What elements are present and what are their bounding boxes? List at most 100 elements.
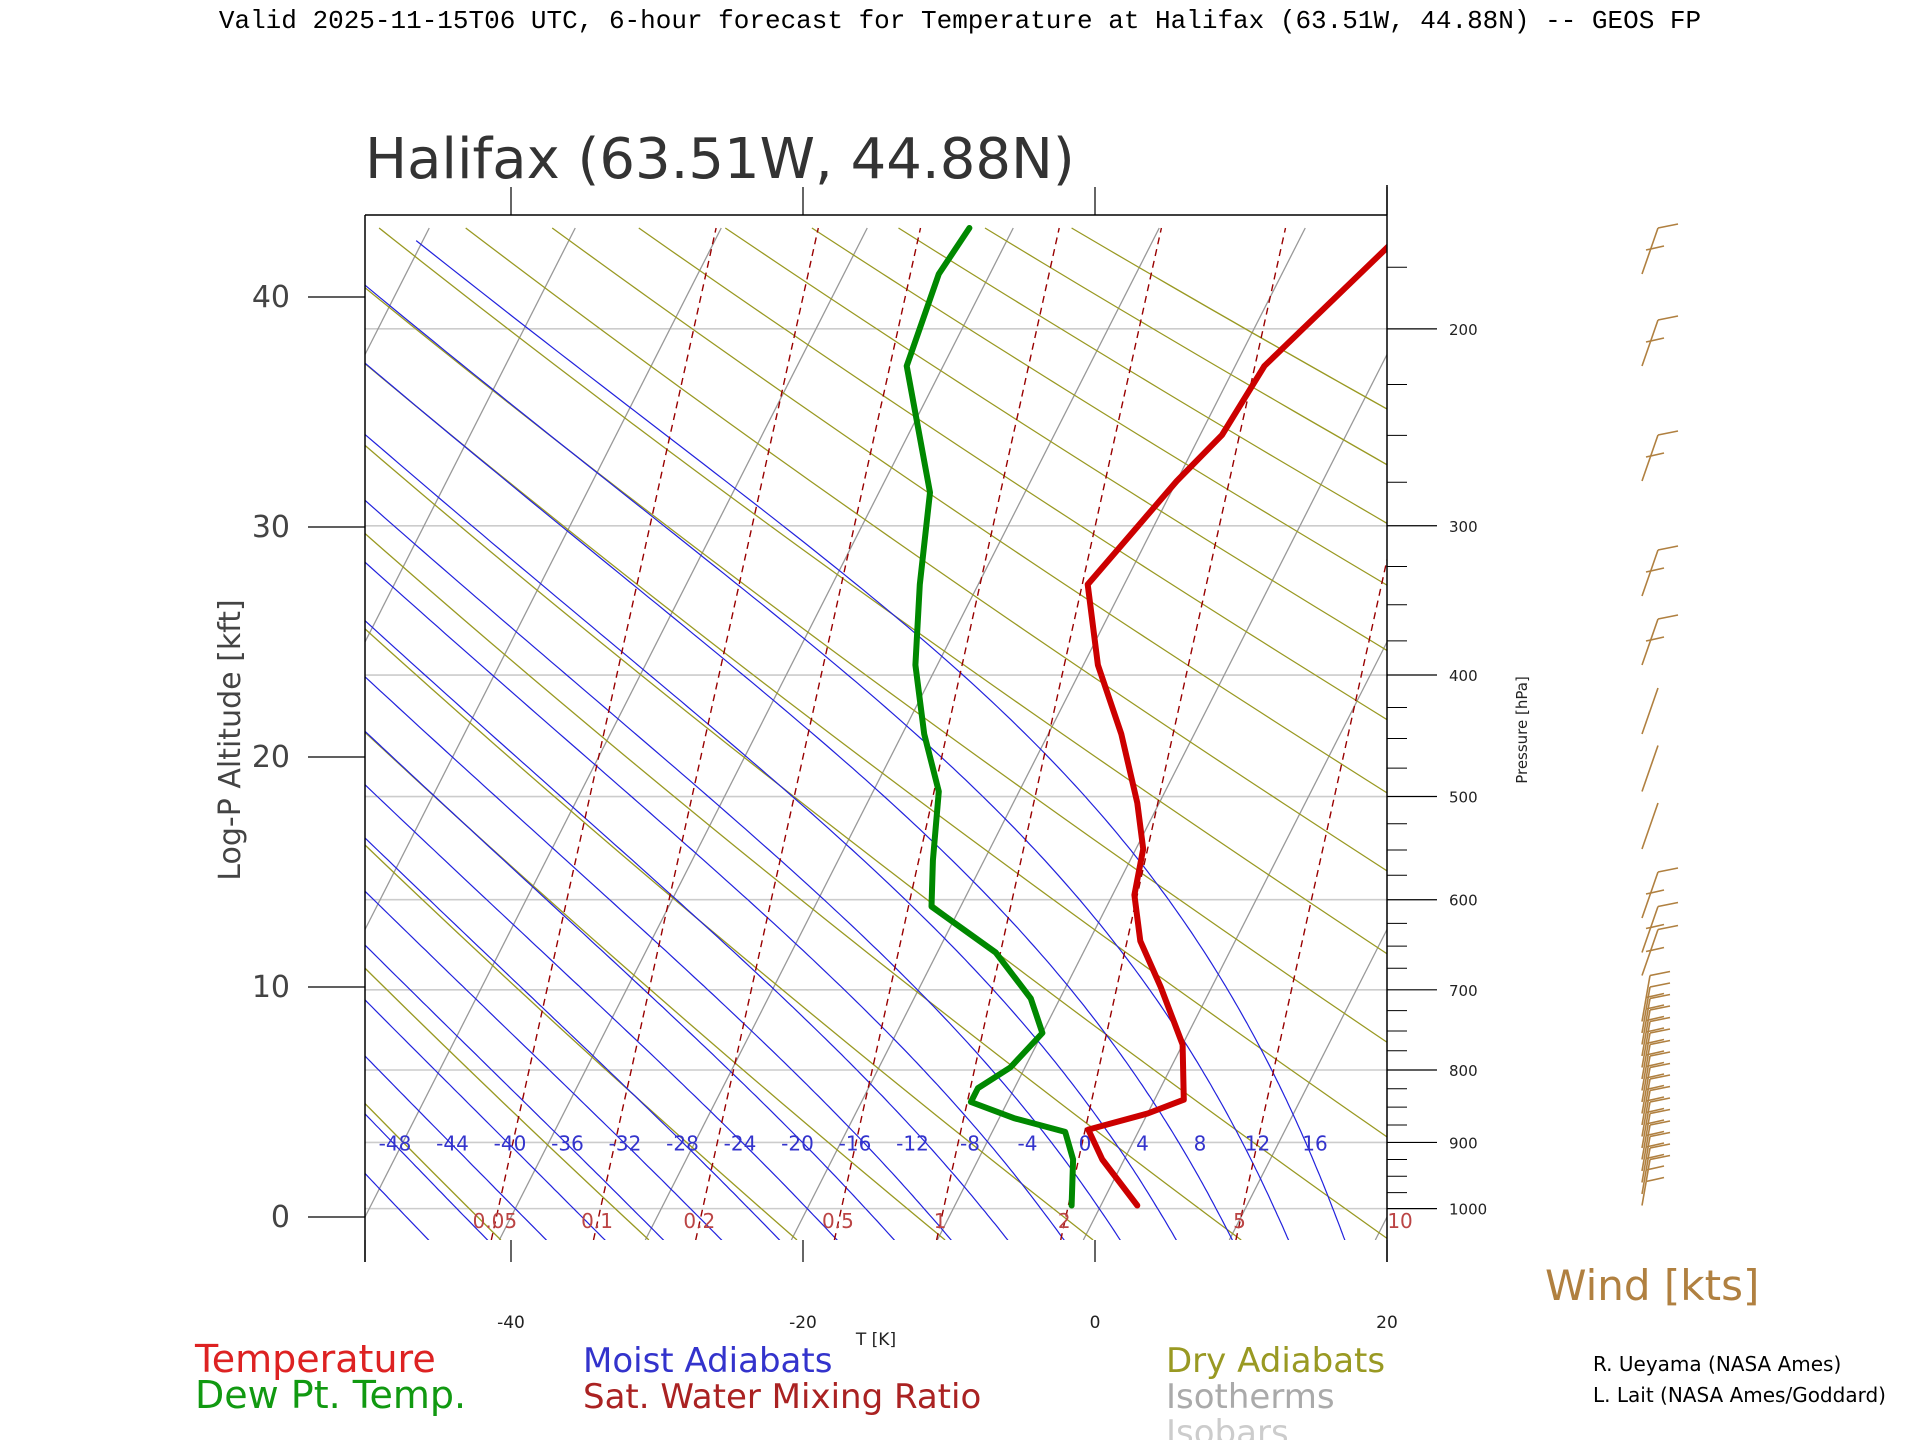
wind-barb-flag (1649, 982, 1671, 988)
dry-adiabat-line (365, 532, 1242, 1240)
isotherm-line (1082, 640, 1387, 1240)
wind-barb-staff (1641, 549, 1659, 597)
wind-barb-flag (1649, 1062, 1671, 1069)
moist-adiabat-line (365, 890, 723, 1240)
moist-adiabat-label: -32 (609, 1131, 642, 1155)
legend-isotherms: Isotherms (1166, 1377, 1335, 1417)
wind-barb-flag (1645, 1027, 1665, 1033)
x-axis-tick-label: 20 (1376, 1313, 1398, 1333)
wind-barb-flag (1657, 924, 1679, 931)
moist-adiabat-line (365, 619, 1009, 1240)
background-lines (0, 227, 1387, 1240)
wind-barb-flag (1649, 1120, 1671, 1126)
wind-barb-flag (1649, 1131, 1671, 1138)
pressure-tick-label: 800 (1449, 1062, 1478, 1080)
wind-barb-flag (1645, 923, 1665, 930)
mixing-ratio-line (1235, 556, 1387, 1240)
mixing-ratio-label: 1 (934, 1209, 947, 1233)
top-ticks (510, 187, 1388, 215)
legend-dewpoint: Dew Pt. Temp. (195, 1373, 466, 1417)
mixing-ratio-line (695, 227, 922, 1240)
isotherm-line (1228, 928, 1387, 1240)
wind-barb-flag (1657, 867, 1679, 873)
wind-barb-flag (1649, 1016, 1671, 1023)
wind-barb-flag (1645, 1119, 1665, 1125)
x-axis-tick-label: -40 (497, 1313, 525, 1333)
moist-adiabat-line (365, 561, 1065, 1240)
wind-barb-flag (1649, 1108, 1671, 1115)
chart-title: Halifax (63.51W, 44.88N) (365, 127, 1075, 192)
credit-ueyama: R. Ueyama (NASA Ames) (1593, 1352, 1841, 1376)
moist-adiabat-label: -24 (724, 1131, 757, 1155)
isotherm-line (0, 228, 137, 1240)
legend-mixing-ratio: Sat. Water Mixing Ratio (583, 1377, 981, 1417)
wind-barb-flag (1645, 1176, 1665, 1183)
wind-barb-flag (1645, 636, 1665, 642)
isotherm-line (790, 227, 1306, 1240)
wind-barb-flag (1645, 1073, 1665, 1079)
mixing-ratio-line (833, 227, 1060, 1240)
profiles (903, 225, 1387, 1209)
pressure-tick-label: 700 (1449, 982, 1478, 1000)
wind-barb-flag (1645, 1015, 1665, 1022)
moist-adiabat-label: -20 (781, 1131, 814, 1155)
wind-barb-flag (1645, 889, 1665, 895)
y-axis-tick-label: 20 (252, 740, 290, 775)
y-axis: 0 10 20 30 40 (252, 280, 365, 1235)
x-axis-tick-label: -20 (789, 1313, 817, 1333)
wind-barb-flag (1645, 946, 1665, 953)
wind-barb-flag (1649, 970, 1671, 977)
wind-barb-staff (1641, 1124, 1651, 1172)
moist-adiabat-line (365, 675, 952, 1240)
wind-barb-staff (1641, 871, 1659, 919)
wind-barb-staff (1641, 998, 1651, 1045)
mixing-ratio-label: 0.05 (473, 1209, 518, 1233)
moist-adiabat-label: -4 (1018, 1131, 1038, 1155)
dry-adiabat-line (365, 627, 1094, 1240)
moist-adiabat-label: -44 (436, 1131, 469, 1155)
mixing-ratio-label: 10 (1387, 1209, 1412, 1233)
isotherm-line (365, 227, 576, 644)
pressure-tick-label: 900 (1449, 1134, 1478, 1152)
wind-barb-staff (1641, 618, 1659, 666)
dry-adiabat-line (365, 444, 1387, 1240)
moist-adiabat-label: -8 (960, 1131, 980, 1155)
wind-label: Wind [kts] (1545, 1261, 1759, 1310)
wind-barbs (1641, 223, 1679, 1206)
x-axis: -40 -20 0 20 (364, 1240, 1398, 1333)
legend: Temperature Dew Pt. Temp. Moist Adiabats… (194, 1337, 1385, 1440)
pressure-tick-label: 300 (1449, 518, 1478, 536)
credit-lait: L. Lait (NASA Ames/Goddard) (1593, 1383, 1886, 1407)
dry-adiabat-line (724, 227, 1387, 652)
y-axis-tick-label: 0 (271, 1200, 290, 1235)
pressure-axis: 1000 900 800 700 600 500 400 300 200 (1387, 266, 1487, 1219)
pressure-tick-label: 500 (1449, 789, 1478, 807)
dry-adiabat-line (365, 731, 946, 1240)
moist-adiabat-label: 12 (1245, 1131, 1270, 1155)
dry-adiabat-line (365, 967, 650, 1240)
wind-barb-flag (1645, 1142, 1665, 1148)
mixing-ratio-line (935, 227, 1163, 1240)
wind-barb-staff (1641, 929, 1659, 976)
wind-barb-staff (1641, 975, 1651, 1022)
wind-barb-staff (1641, 906, 1659, 953)
wind-barb-staff (1641, 1021, 1651, 1068)
wind-barb-staff (1641, 1136, 1651, 1183)
wind-barb-flag (1645, 245, 1665, 251)
moist-adiabat-labels: -48 -44 -40 -36 -32 -28 -24 -20 -16 -12 -8 -4 0 4 8 12 1… (379, 1131, 1328, 1155)
y-axis-label: Log-P Altitude [kft] (213, 599, 248, 880)
wind-barb-staff (1641, 687, 1659, 735)
wind-barb-flag (1649, 1097, 1671, 1103)
wind-barb-flag (1657, 315, 1679, 321)
pressure-tick-label: 1000 (1449, 1201, 1487, 1219)
temperature-profile-line (1084, 243, 1387, 1209)
dry-adiabat-line (551, 227, 1387, 794)
legend-isobars: Isobars (1166, 1413, 1289, 1440)
wind-barb-staff (1641, 1078, 1651, 1126)
wind-barb-flag (1645, 1096, 1665, 1102)
moist-adiabat-label: 8 (1194, 1131, 1207, 1155)
moist-adiabat-label: -16 (839, 1131, 872, 1155)
pressure-tick-label: 400 (1449, 667, 1478, 685)
wind-barb-staff (1641, 1067, 1651, 1114)
pressure-tick-label: 600 (1449, 892, 1478, 910)
